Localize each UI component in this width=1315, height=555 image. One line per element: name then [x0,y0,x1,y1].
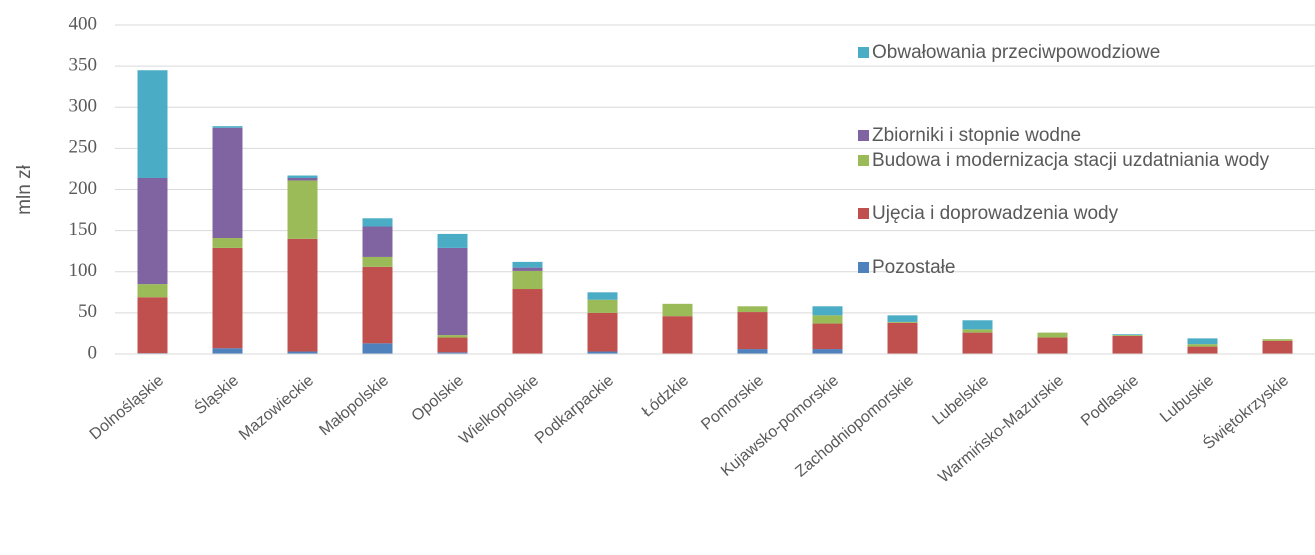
bar-segment [737,306,768,313]
legend-swatch [858,262,869,273]
bar-segment [512,261,543,268]
bar-segment [1112,334,1143,336]
bar-segment [962,329,993,333]
bar-segment [362,266,393,344]
bar-segment [287,175,318,178]
bar-segment [1037,337,1068,354]
y-tick-label: 0 [88,342,98,363]
x-tick-label: Łódzkie [639,372,692,421]
bar-segment [737,312,768,350]
x-tick-label: Warmińsko-Mazurskie [935,372,1067,486]
legend-label: Ujęcia i doprowadzenia wody [872,203,1119,224]
bar-segment [1187,346,1218,354]
bar-segment [587,292,618,300]
bar-segment [212,238,243,248]
legend-label: Budowa i modernizacja stacji uzdatniania… [872,150,1270,171]
bar-segment [887,315,918,322]
bar-segment [212,126,243,128]
bar-segment [812,349,843,354]
y-axis-label: mln zł [14,164,35,214]
legend-item: Pozostałe [858,255,1313,280]
bar-segment [437,247,468,336]
bar-segment [287,177,318,181]
bar-segment [437,233,468,248]
bar-segment [662,316,693,354]
bar-segment [137,177,168,285]
x-tick-label: Wielkopolskie [456,372,542,448]
x-tick-label: Lubelskie [929,372,992,429]
bar-segment [437,337,468,353]
bar-segment [662,303,693,317]
bar-segment [362,256,393,267]
legend-item: Ujęcia i doprowadzenia wody [858,201,1313,226]
bar-segment [887,321,918,323]
bar-segment [137,297,168,354]
x-tick-label: Podkarpackie [532,372,617,447]
bar-segment [737,349,768,354]
x-tick-label: Mazowieckie [236,372,317,444]
bar-segment [812,323,843,350]
bar-segment [287,238,318,352]
bar-segment [1187,338,1218,345]
bar-segment [812,315,843,324]
bar-segment [587,299,618,313]
y-tick-label: 50 [78,301,97,322]
y-tick-label: 200 [69,178,98,199]
x-tick-label: Dolnośląskie [87,372,167,443]
bar-segment [512,267,543,271]
x-tick-label: Małopolskie [316,372,392,439]
bar-segment [362,226,393,257]
bar-segment [962,332,993,354]
y-tick-label: 100 [69,260,98,281]
bar-segment [212,348,243,354]
y-tick-label: 300 [69,96,98,117]
y-tick-label: 150 [69,219,98,240]
legend-item: Obwałowania przeciwpowodziowe [858,40,1313,65]
bar-segment [137,70,168,178]
bar-segment [212,127,243,239]
bar-segment [1262,340,1293,354]
bar-segment [287,180,318,239]
bar-segment [512,270,543,290]
bar-segment [287,351,318,354]
y-tick-label: 400 [69,13,98,34]
bar-segment [587,351,618,354]
y-tick-label: 250 [69,137,98,158]
bar-segment [137,284,168,298]
x-tick-label: Śląskie [190,370,242,418]
x-tick-label: Podlaskie [1078,372,1142,430]
legend-swatch [858,130,869,141]
bar-segment [962,320,993,330]
bar-segment [1262,339,1293,341]
legend-label: Pozostałe [872,257,956,278]
bar-segment [512,289,543,354]
bar-segment [887,322,918,354]
legend-swatch [858,155,869,166]
bar-segment [812,306,843,316]
bar-segment [212,247,243,349]
bar-segment [362,218,393,227]
x-tick-label: Opolskie [408,372,467,425]
bar-segment [437,352,468,354]
legend-item: Zbiorniki i stopnie wodne [858,123,1313,148]
bar-segment [1187,344,1218,347]
bar-segment [587,312,618,352]
legend-swatch [858,208,869,219]
bar-segment [1037,332,1068,338]
legend-item: Budowa i modernizacja stacji uzdatniania… [858,148,1313,173]
bar-segment [1112,335,1143,336]
bar-segment [437,335,468,338]
legend-swatch [858,47,869,58]
x-tick-label: Pomorskie [698,372,767,434]
legend-label: Zbiorniki i stopnie wodne [872,125,1082,146]
x-tick-label: Lubuskie [1157,372,1217,426]
y-tick-label: 350 [69,54,98,75]
legend-label: Obwałowania przeciwpowodziowe [872,42,1161,63]
bar-segment [362,343,393,354]
bar-segment [1112,335,1143,354]
